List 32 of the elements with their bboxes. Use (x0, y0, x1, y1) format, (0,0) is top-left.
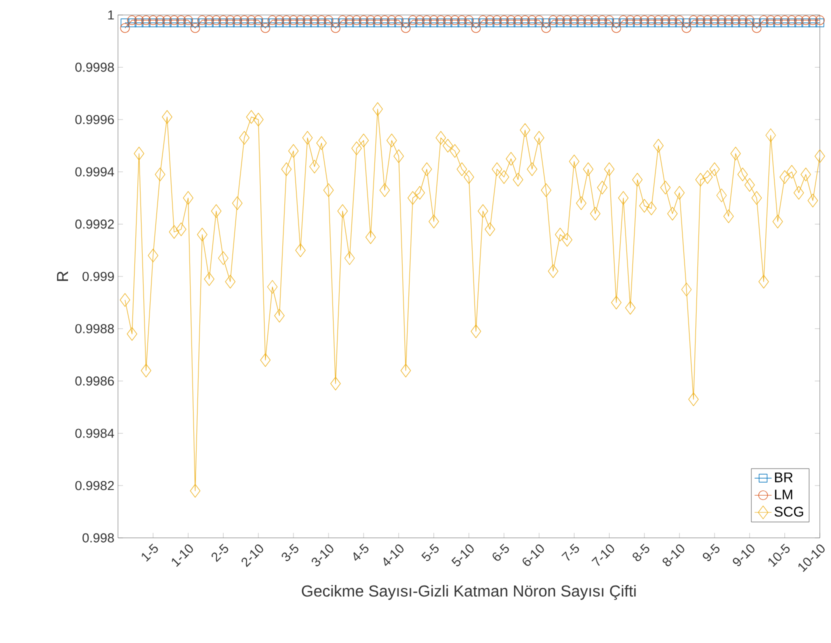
x-axis-title: Gecikme Sayısı-Gizli Katman Nöron Sayısı Çifti (302, 585, 636, 600)
x-tick-label: 6-5 (492, 544, 509, 561)
y-tick-label: 0.9994 (75, 167, 114, 177)
y-tick-label: 0.9998 (75, 62, 114, 72)
x-tick-label: 2-5 (212, 544, 228, 562)
x-tick-label: 5-10 (451, 544, 474, 566)
x-tick-label: 4-10 (384, 544, 404, 566)
x-tick-label: 5-5 (421, 544, 439, 562)
y-tick-label: 0.998 (82, 533, 114, 543)
legend-label: SCG (774, 506, 804, 517)
y-tick-label: 0.9986 (75, 376, 114, 386)
legend-label: LM (775, 490, 792, 500)
y-tick-label: 0.9996 (75, 115, 114, 124)
x-tick-label: 3-10 (312, 544, 334, 566)
x-tick-label: 8-10 (662, 544, 684, 566)
legend-label: BR (775, 472, 793, 482)
y-tick-label: 0.999 (82, 272, 114, 282)
y-tick-label: 0.9988 (75, 324, 114, 334)
x-tick-label: 4-5 (353, 544, 368, 561)
x-tick-label: 8-5 (632, 544, 650, 562)
x-tick-label: 7-5 (561, 544, 580, 561)
y-tick-label: 0.9984 (75, 428, 114, 438)
x-tick-label: 7-10 (592, 544, 614, 566)
x-tick-label: 6-10 (522, 544, 544, 566)
x-tick-label: 9-10 (732, 544, 754, 566)
x-tick-label: 3-5 (282, 544, 298, 562)
y-tick-label: 0.9982 (75, 481, 114, 490)
y-tick-label: 0.9992 (75, 220, 114, 229)
x-tick-label: 1-5 (142, 544, 158, 562)
x-tick-label: 9-5 (702, 544, 720, 562)
y-axis-title: R (57, 271, 68, 281)
y-tick-label: 1 (108, 10, 114, 20)
